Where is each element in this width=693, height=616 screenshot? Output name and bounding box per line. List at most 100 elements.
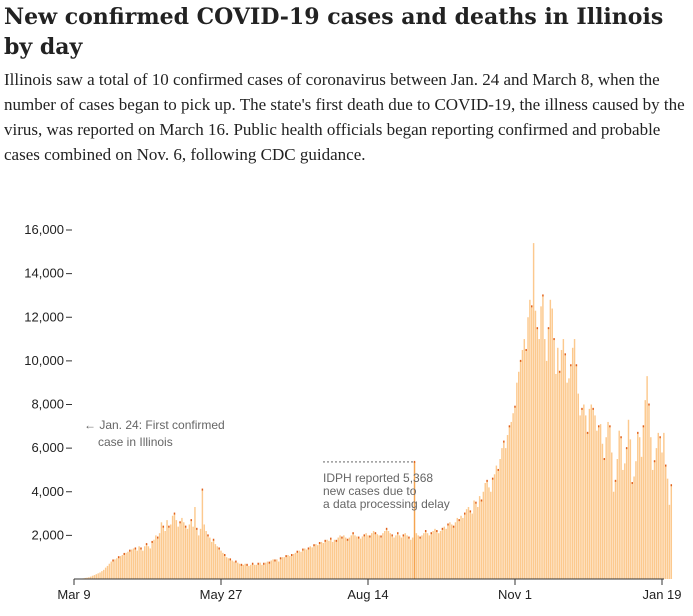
case-bar: [491, 478, 494, 579]
case-bar: [428, 535, 431, 580]
case-bar: [261, 564, 263, 579]
case-bar: [376, 534, 379, 579]
case-bar: [478, 496, 481, 579]
case-bar: [633, 476, 635, 579]
case-bar: [179, 522, 181, 579]
case-bar: [490, 491, 492, 579]
case-bar: [281, 557, 284, 579]
case-bar: [108, 563, 111, 579]
death-mark: [631, 482, 633, 485]
case-bar: [590, 404, 593, 579]
death-mark: [268, 561, 271, 564]
case-bar: [538, 339, 540, 579]
case-bar: [482, 491, 485, 579]
death-mark: [335, 539, 338, 542]
case-bar: [670, 485, 673, 579]
case-bar: [603, 459, 606, 579]
case-bar: [95, 574, 98, 579]
case-bar: [196, 528, 198, 579]
case-bar: [203, 524, 205, 579]
case-bar: [488, 487, 490, 579]
case-bar: [516, 382, 518, 579]
case-bar: [527, 317, 529, 579]
case-bar: [378, 535, 380, 580]
case-bar: [328, 540, 330, 579]
case-bar: [134, 548, 137, 579]
death-mark: [302, 548, 304, 551]
case-bar: [238, 563, 241, 579]
case-bar: [549, 299, 552, 579]
death-mark: [598, 425, 600, 428]
case-bar: [214, 544, 217, 579]
case-bar: [536, 328, 539, 579]
case-bar: [458, 520, 460, 579]
death-mark: [330, 537, 332, 540]
death-mark: [430, 532, 432, 535]
case-bar: [129, 550, 131, 579]
case-bar: [300, 551, 302, 579]
death-mark: [475, 501, 477, 504]
death-mark: [179, 521, 181, 524]
case-bar: [218, 548, 220, 579]
death-mark: [665, 464, 667, 467]
case-bar: [352, 533, 354, 579]
case-bar: [555, 373, 557, 579]
death-mark: [592, 407, 594, 410]
case-bar: [330, 538, 332, 579]
case-bar: [410, 539, 412, 579]
case-bar: [138, 546, 140, 579]
case-bar: [147, 546, 150, 579]
case-bar: [629, 439, 632, 579]
case-bar: [270, 560, 272, 579]
case-bar: [612, 491, 615, 579]
bar-group: [73, 243, 673, 580]
case-bar: [140, 548, 142, 579]
case-bar: [583, 404, 585, 579]
case-bar: [227, 558, 230, 579]
death-mark: [246, 563, 248, 566]
case-bar: [464, 513, 466, 579]
case-bar: [242, 564, 245, 579]
case-bar: [153, 539, 155, 579]
y-tick-label: 16,000: [24, 222, 64, 237]
case-bar: [436, 531, 438, 579]
case-bar: [547, 328, 550, 579]
death-mark: [168, 525, 170, 528]
case-bar: [607, 421, 609, 579]
death-mark: [447, 523, 449, 526]
case-bar: [264, 562, 267, 579]
death-mark: [279, 557, 282, 560]
death-mark: [614, 479, 617, 482]
case-bar: [651, 469, 654, 579]
case-bar: [97, 573, 99, 579]
case-bar: [296, 551, 299, 579]
case-bar: [434, 528, 436, 579]
case-bar: [518, 371, 520, 579]
case-bar: [665, 465, 667, 579]
case-bar: [460, 515, 462, 579]
case-bar: [596, 430, 598, 579]
case-bar: [443, 526, 446, 579]
case-bar: [439, 531, 442, 579]
case-bar: [557, 347, 559, 579]
case-bar: [499, 459, 501, 579]
case-bar: [642, 426, 645, 579]
case-bar: [277, 561, 280, 579]
y-tick-label: 8,000: [31, 397, 64, 412]
case-bar: [127, 551, 129, 579]
case-bar: [486, 480, 488, 579]
death-mark: [363, 534, 365, 537]
case-bar: [503, 441, 505, 579]
case-bar: [197, 535, 200, 580]
case-bar: [395, 535, 397, 580]
case-bar: [112, 560, 114, 579]
case-bar: [361, 536, 364, 579]
case-bar: [400, 537, 403, 579]
case-bar: [119, 556, 122, 579]
death-mark: [452, 525, 455, 528]
case-bar: [359, 538, 362, 579]
case-bar: [224, 555, 226, 579]
case-bar: [441, 528, 444, 579]
case-bar: [233, 561, 235, 579]
